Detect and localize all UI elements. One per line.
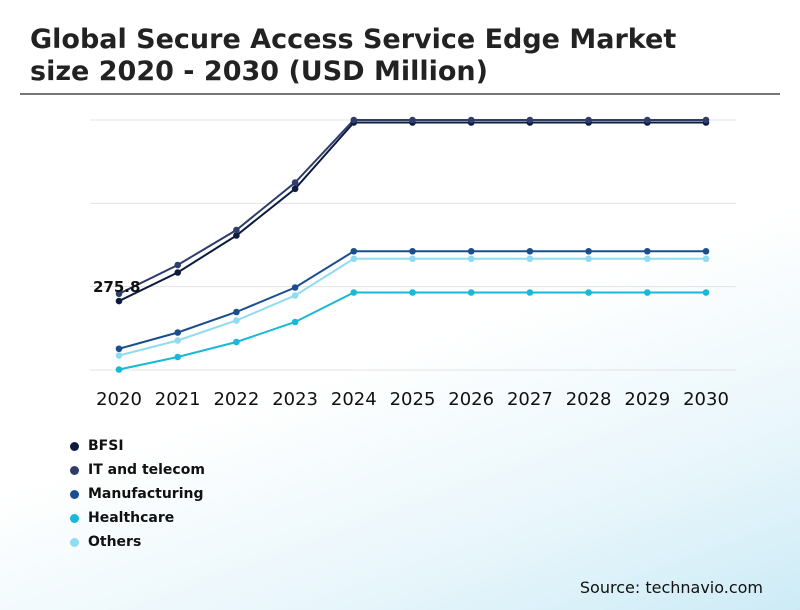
legend-label: IT and telecom — [88, 462, 205, 478]
data-point-bfsi — [233, 232, 240, 239]
legend-label: Healthcare — [88, 510, 175, 526]
x-tick-label: 2022 — [213, 389, 259, 410]
x-tick-label: 2023 — [272, 389, 318, 410]
data-point-it-and-telecom — [585, 116, 592, 124]
data-point-healthcare — [174, 353, 181, 361]
grid-lines — [90, 119, 736, 371]
data-point-healthcare — [467, 289, 475, 296]
data-point-others — [174, 337, 181, 344]
legend-marker — [70, 489, 79, 499]
chart-title: Global Secure Access Service Edge Market… — [30, 24, 770, 88]
data-point-it-and-telecom — [174, 261, 181, 269]
legend-label: Others — [88, 534, 142, 550]
legend: BFSI IT and telecom Manufacturing Healthcar… — [70, 434, 205, 554]
annotations: 275.8 — [93, 278, 140, 296]
series-line-manufacturing — [118, 250, 706, 350]
data-point-others — [115, 352, 123, 359]
x-tick-label: 2020 — [96, 389, 142, 410]
data-point-it-and-telecom — [350, 116, 358, 124]
data-point-bfsi — [115, 297, 123, 305]
data-point-manufacturing — [174, 329, 181, 336]
data-point-healthcare — [585, 289, 592, 296]
data-point-bfsi — [291, 185, 299, 193]
legend-item-others: Others — [70, 530, 205, 554]
x-tick-label: 2025 — [390, 389, 436, 410]
data-point-healthcare — [409, 289, 416, 296]
x-tick-label: 2029 — [624, 389, 670, 410]
data-label: 275.8 — [93, 278, 140, 296]
data-point-others — [350, 255, 358, 263]
data-point-it-and-telecom — [233, 226, 240, 234]
legend-marker — [70, 441, 79, 451]
x-axis-tick-labels: 2020 2021 2022 2023 2024 2025 2026 2027 2028 2029… — [96, 389, 729, 410]
data-point-manufacturing — [350, 247, 358, 255]
legend-marker — [70, 465, 79, 475]
data-point-manufacturing — [409, 247, 416, 255]
legend-item-it-and-telecom: IT and telecom — [70, 458, 205, 482]
x-tick-label: 2024 — [331, 389, 377, 410]
series-line-others — [118, 257, 706, 357]
legend-item-healthcare: Healthcare — [70, 506, 205, 530]
x-tick-label: 2027 — [507, 389, 553, 410]
x-tick-label: 2028 — [566, 389, 612, 410]
data-point-others — [702, 255, 710, 263]
data-point-it-and-telecom — [115, 290, 123, 298]
data-point-others — [585, 255, 592, 263]
data-point-bfsi — [174, 269, 181, 276]
series-lines — [118, 119, 706, 371]
data-point-manufacturing — [233, 308, 240, 316]
data-point-others — [644, 255, 651, 263]
data-point-others — [409, 255, 416, 263]
data-point-healthcare — [644, 289, 651, 296]
data-point-healthcare — [702, 289, 710, 296]
data-point-it-and-telecom — [702, 116, 710, 124]
legend-label: BFSI — [88, 438, 124, 454]
chart-title-line-1: Global Secure Access Service Edge Market — [30, 24, 677, 55]
data-point-manufacturing — [467, 247, 475, 255]
data-point-healthcare — [115, 366, 123, 373]
legend-marker — [70, 537, 79, 547]
legend-item-manufacturing: Manufacturing — [70, 482, 205, 506]
data-point-manufacturing — [702, 247, 710, 255]
data-point-it-and-telecom — [467, 116, 475, 124]
data-point-it-and-telecom — [291, 179, 299, 186]
title-divider — [20, 93, 780, 95]
data-point-healthcare — [350, 289, 358, 296]
data-point-healthcare — [291, 318, 299, 326]
data-point-healthcare — [526, 289, 534, 296]
data-point-others — [291, 292, 299, 299]
x-tick-label: 2026 — [448, 389, 494, 410]
line-chart: 2020 2021 2022 2023 2024 2025 2026 2027 2028 2029… — [90, 116, 736, 410]
chart-title-line-2: size 2020 - 2030 (USD Million) — [30, 56, 488, 87]
legend-label: Manufacturing — [88, 486, 204, 502]
x-tick-label: 2021 — [155, 389, 201, 410]
data-point-others — [467, 255, 475, 263]
data-point-manufacturing — [115, 345, 123, 353]
data-point-healthcare — [233, 338, 240, 346]
data-point-manufacturing — [291, 284, 299, 291]
x-tick-label: 2030 — [683, 389, 729, 410]
series-line-bfsi — [118, 121, 706, 302]
data-point-others — [233, 317, 240, 324]
series-line-it-and-telecom — [118, 119, 706, 295]
data-point-it-and-telecom — [644, 116, 651, 124]
data-point-others — [526, 255, 534, 263]
series-points — [115, 116, 710, 373]
source-credit: Source: technavio.com — [579, 578, 763, 597]
data-point-manufacturing — [585, 247, 592, 255]
data-point-manufacturing — [526, 247, 534, 255]
legend-marker — [70, 513, 79, 523]
data-point-it-and-telecom — [526, 116, 534, 124]
data-point-it-and-telecom — [409, 116, 416, 124]
legend-item-bfsi: BFSI — [70, 434, 205, 458]
data-point-manufacturing — [644, 247, 651, 255]
